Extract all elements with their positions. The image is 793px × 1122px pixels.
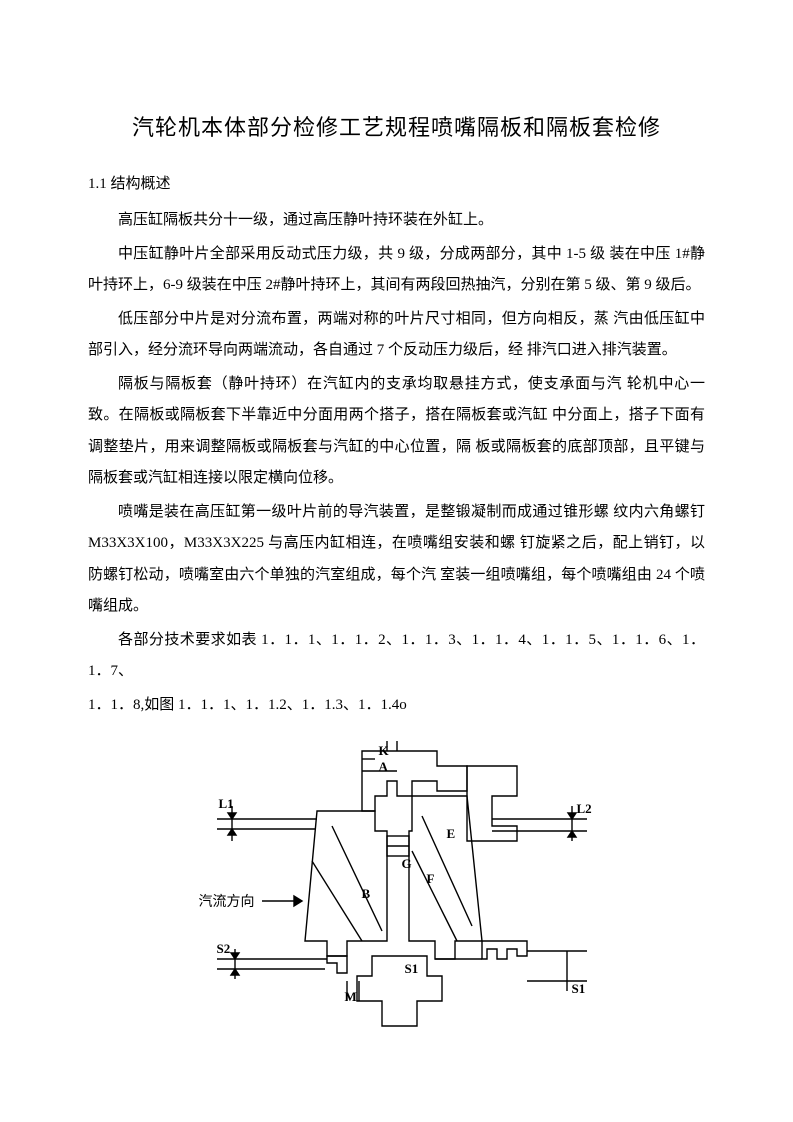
diagram-label-L1: L1 [219,796,234,812]
diagram-label-L2: L2 [577,801,592,817]
diagram-container: K A L1 L2 E G F B S1 S1 S2 M 汽流方向 [88,741,705,1041]
paragraph-3: 低压部分中片是对分流布置，两端对称的叶片尺寸相同，但方向相反，蒸 汽由低压缸中部… [88,304,705,367]
paragraph-7: 1．1．8,如图 1．1．1、1．1.2、1．1.3、1．1.4o [88,690,705,722]
paragraph-4: 隔板与隔板套（静叶持环）在汽缸内的支承均取悬挂方式，使支承面与汽 轮机中心一致。… [88,369,705,495]
paragraph-2: 中压缸静叶片全部采用反动式压力级，共 9 级，分成两部分，其中 1-5 级 装在… [88,239,705,302]
diagram-label-K: K [379,743,389,759]
diagram-label-B: B [362,886,371,902]
diagram-label-S1a: S1 [405,961,419,977]
paragraph-1: 高压缸隔板共分十一级，通过高压静叶持环装在外缸上。 [88,205,705,237]
diagram-label-E: E [447,826,456,842]
paragraph-6: 各部分技术要求如表 1．1．1、1．1．2、1．1．3、1．1．4、1．1．5、… [88,625,705,688]
diagram-label-F: F [427,871,435,887]
diagram-label-A: A [379,759,388,775]
diagram-label-S1b: S1 [572,981,586,997]
page-title: 汽轮机本体部分检修工艺规程喷嘴隔板和隔板套检修 [88,110,705,142]
turbine-section-diagram: K A L1 L2 E G F B S1 S1 S2 M 汽流方向 [187,741,607,1041]
diagram-label-M: M [345,989,357,1005]
flow-direction-label: 汽流方向 [199,891,255,911]
diagram-label-S2: S2 [217,941,231,957]
paragraph-5: 喷嘴是装在高压缸第一级叶片前的导汽装置，是整锻凝制而成通过锥形螺 纹内六角螺钉 … [88,497,705,623]
diagram-label-G: G [402,856,412,872]
section-heading: 1.1 结构概述 [88,172,705,193]
